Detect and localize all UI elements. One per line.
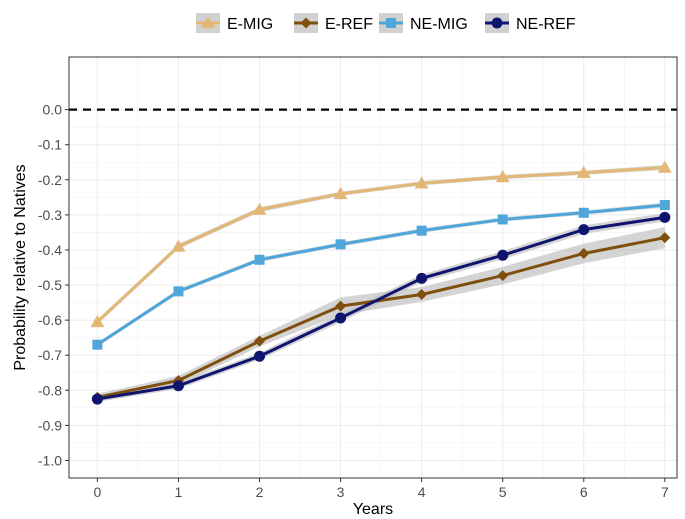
y-tick-label: 0.0 (43, 102, 63, 118)
data-point-ne-ref (172, 380, 184, 392)
data-point-e-ref (335, 300, 347, 312)
data-point-ne-ref (497, 249, 509, 261)
data-point-e-mig (576, 165, 591, 179)
x-axis-title: Years (353, 501, 393, 518)
y-tick-label: -0.8 (38, 382, 62, 398)
series-line-e-ref (97, 236, 666, 399)
data-point-ne-ref (91, 393, 103, 405)
legend-label: E-MIG (227, 16, 273, 33)
data-point-ne-mig (578, 207, 589, 218)
x-tick-label: 5 (499, 484, 507, 500)
data-point-e-ref (659, 232, 671, 244)
data-point-ne-ref (335, 312, 347, 324)
data-point-e-ref (497, 270, 509, 282)
data-point-ne-mig (173, 286, 184, 297)
legend-item-ne-mig: NE-MIG (379, 13, 468, 33)
y-tick-label: -0.5 (38, 277, 62, 293)
data-point-ne-ref (254, 350, 266, 362)
legend-item-e-mig: E-MIG (196, 13, 273, 33)
y-axis-title: Probability relative to Natives (12, 164, 29, 370)
data-point-e-mig (414, 176, 429, 189)
data-point-e-mig (90, 314, 105, 328)
y-tick-label: -1.0 (38, 452, 62, 468)
y-tick-label: -0.4 (38, 242, 62, 258)
x-tick-label: 3 (337, 484, 345, 500)
x-tick-label: 2 (256, 484, 264, 500)
legend-label: NE-REF (516, 16, 576, 33)
y-axis: 0.0 -0.1 -0.2 -0.3 -0.4 -0.5 -0.6 -0.7 -0.8 -0.9 -… (38, 102, 69, 468)
data-point-ne-mig (254, 254, 265, 265)
data-point-ne-ref (659, 211, 671, 223)
x-tick-label: 0 (93, 484, 101, 500)
data-point-e-ref (416, 289, 428, 301)
data-point-e-mig (171, 239, 186, 252)
plot-panel-border (68, 56, 678, 479)
y-tick-label: -0.7 (38, 347, 62, 363)
y-tick-label: -0.2 (38, 172, 62, 188)
legend-item-ne-ref: NE-REF (485, 13, 576, 33)
data-point-ne-mig (659, 200, 670, 211)
data-point-e-ref (254, 335, 266, 347)
legend-key-marker (300, 17, 312, 29)
x-axis: 0 1 2 3 4 5 6 7 (93, 478, 669, 500)
x-tick-label: 1 (175, 484, 183, 500)
series-line-e-mig (96, 166, 665, 323)
data-point-e-mig (252, 202, 267, 215)
data-point-e-ref (578, 247, 590, 259)
x-tick-label: 6 (580, 484, 588, 500)
data-point-e-mig (495, 169, 510, 183)
series-line-ne-mig (96, 203, 665, 346)
data-point-ne-mig (416, 225, 427, 236)
x-tick-label: 4 (418, 484, 426, 500)
series-line-ne-ref (97, 215, 666, 401)
data-point-e-mig (333, 186, 348, 200)
legend: E-MIG E-REF NE-MIG NE-REF (196, 13, 576, 33)
y-tick-label: -0.9 (38, 417, 62, 433)
data-point-e-mig (657, 160, 672, 173)
legend-item-e-ref: E-REF (294, 13, 373, 33)
data-point-ne-mig (92, 339, 103, 350)
data-point-ne-ref (416, 272, 428, 284)
series-lines (96, 166, 666, 401)
grid (69, 57, 677, 478)
legend-label: NE-MIG (410, 16, 468, 33)
data-point-ne-mig (335, 239, 346, 250)
legend-key-marker (386, 18, 396, 28)
legend-key-marker (201, 16, 215, 29)
y-tick-label: -0.3 (38, 207, 62, 223)
y-tick-label: -0.1 (38, 137, 62, 153)
x-tick-label: 7 (661, 484, 669, 500)
legend-label: E-REF (325, 16, 373, 33)
legend-key-marker (491, 17, 503, 29)
data-point-ne-mig (497, 214, 508, 225)
data-point-ne-ref (578, 224, 590, 236)
series-markers (90, 160, 672, 405)
y-tick-label: -0.6 (38, 312, 62, 328)
